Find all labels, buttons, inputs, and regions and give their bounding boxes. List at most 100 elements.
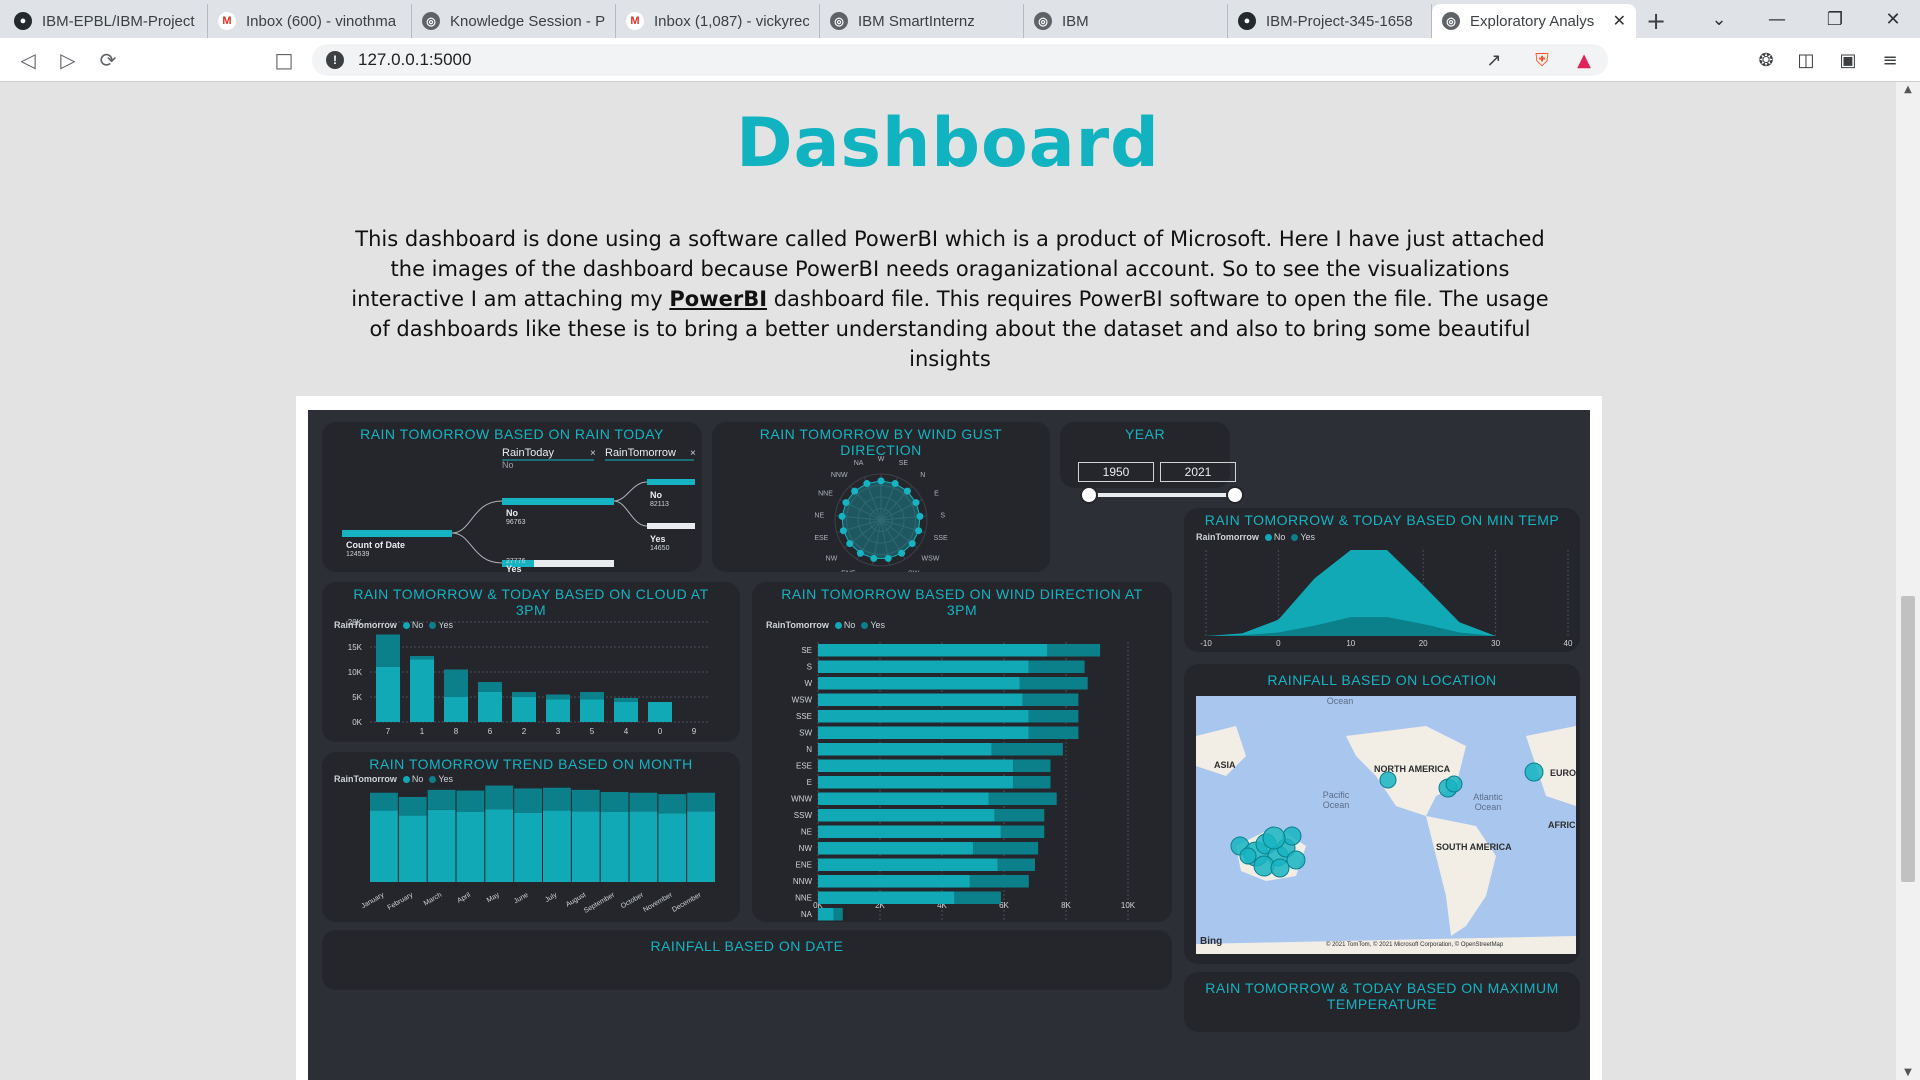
decomp-col1-close-icon[interactable]: ×: [590, 448, 596, 459]
mintemp-area-yes: [1206, 617, 1568, 636]
share-icon[interactable]: ↗: [1486, 49, 1502, 71]
url-input[interactable]: ! 127.0.0.1:5000: [312, 44, 1608, 76]
winddir-ytick: N: [806, 745, 812, 754]
year-slider-track[interactable]: [1088, 493, 1236, 497]
decomp-col2-close-icon[interactable]: ×: [690, 448, 696, 459]
tab-search-icon[interactable]: ⌄: [1711, 8, 1727, 30]
map-bubble: [1286, 850, 1306, 870]
mintemp-chart: -10 0 10 20 30 40: [1200, 550, 1573, 648]
globe-icon: ◎: [1034, 12, 1052, 30]
decomp-link-tyes: [613, 500, 648, 527]
site-info-icon[interactable]: !: [326, 51, 344, 69]
legend-no: No: [843, 620, 856, 630]
winddir-ytick: WSW: [792, 696, 813, 705]
legend-no: No: [411, 620, 424, 630]
back-icon[interactable]: ◁: [20, 48, 36, 72]
radar-label: SW: [908, 571, 920, 572]
map-credit: © 2021 TomTom, © 2021 Microsoft Corporat…: [1326, 942, 1504, 948]
winddir-bar-no: [818, 743, 992, 756]
winddir-ytick: ESE: [796, 762, 812, 771]
year-slider-handle-end[interactable]: [1226, 486, 1244, 504]
cloud-xtick: 7: [386, 727, 391, 736]
map-label-ocean: Ocean: [1326, 696, 1354, 706]
winddir-bar-yes: [1022, 693, 1079, 706]
winddir-bar-no: [818, 809, 995, 822]
radar-label: NE: [814, 512, 824, 519]
close-window-icon[interactable]: ✕: [1885, 8, 1901, 30]
month-chart: January February March April May June July Augu…: [360, 785, 715, 915]
map-bubble: [1262, 826, 1286, 850]
page-scrollbar[interactable]: ▲ ▼: [1896, 82, 1920, 1080]
cloud-bar-no: [546, 699, 570, 722]
month-xtick: September: [583, 891, 617, 915]
browser-tab[interactable]: ◎ IBM: [1024, 4, 1228, 38]
year-slicer-card: YEAR 1950 2021: [1060, 422, 1244, 504]
browser-tab[interactable]: ◎ Knowledge Session - P: [412, 4, 616, 38]
brave-shield-icon[interactable]: ⛨: [1535, 49, 1549, 71]
radar-label: ESE: [814, 535, 828, 542]
winddir-bar-yes: [973, 842, 1039, 855]
scroll-up-icon[interactable]: ▲: [1904, 84, 1912, 95]
browser-tab[interactable]: ◎ Exploratory Analys ✕: [1432, 4, 1636, 38]
cloud-bar-no: [478, 692, 502, 722]
browser-tab-label: IBM-EPBL/IBM-Project: [42, 12, 195, 30]
winddir-bar-yes: [997, 858, 1035, 871]
winddir-xtick: 10K: [1121, 901, 1136, 910]
cloud-xtick: 8: [454, 727, 459, 736]
powerbi-link[interactable]: PowerBI: [669, 287, 768, 311]
sidebar-icon[interactable]: ◫: [1797, 49, 1815, 71]
month-bar-no: [600, 812, 629, 882]
address-bar: ◁ ▷ ⟳ □ ! 127.0.0.1:5000 ↗ ⛨ ▲ ❂ ◫ ▣ ≡: [0, 38, 1920, 82]
restore-icon[interactable]: ❐: [1826, 8, 1844, 30]
month-xtick: April: [456, 891, 472, 904]
page-title: Dashboard: [736, 104, 1160, 183]
winddir-bar-no: [818, 825, 1001, 838]
forward-icon[interactable]: ▷: [60, 48, 76, 72]
new-tab-button[interactable]: +: [1645, 7, 1667, 35]
year-to-input[interactable]: 2021: [1160, 462, 1236, 482]
winddir-bar-yes: [988, 792, 1057, 805]
reload-icon[interactable]: ⟳: [99, 48, 117, 72]
mintemp-legend: RainTomorrow No Yes: [1196, 532, 1315, 542]
radar-label: S: [940, 512, 945, 519]
scrollbar-thumb[interactable]: [1901, 596, 1915, 882]
winddir-bar-no: [818, 660, 1029, 673]
year-slider-handle-start[interactable]: [1080, 486, 1098, 504]
month-xtick: March: [423, 892, 443, 908]
winddir-bar-yes: [994, 809, 1045, 822]
map-bubble: [1239, 847, 1257, 865]
brave-rewards-icon[interactable]: ▲: [1577, 49, 1591, 71]
decomp-tree: RainToday RainTomorrow × × No Count of D…: [342, 447, 696, 572]
browser-tab[interactable]: M Inbox (600) - vinothma: [208, 4, 412, 38]
winddir-bar-yes: [1019, 677, 1088, 690]
mintemp-xtick: 40: [1564, 639, 1573, 648]
bing-logo: Bing: [1200, 936, 1223, 947]
month-bar-no: [687, 811, 715, 882]
month-bar-yes: [687, 792, 715, 812]
dashboard-image-frame: RAIN TOMORROW BASED ON RAIN TODAY RainTo…: [296, 396, 1602, 1080]
decomp-tno-value: 82113: [650, 501, 669, 508]
winddir-bar-no: [818, 677, 1020, 690]
winddir-ytick: NW: [799, 844, 813, 853]
cloud-xtick: 3: [556, 727, 561, 736]
rainfall-map[interactable]: ASIA NORTH AMERICA SOUTH AMERICA EURO AF…: [1196, 696, 1576, 954]
wallet-icon[interactable]: ▣: [1839, 49, 1857, 71]
radar-label: E: [934, 490, 939, 497]
decomp-col1: RainToday: [502, 447, 554, 459]
scroll-down-icon[interactable]: ▼: [1904, 1067, 1912, 1078]
extensions-icon[interactable]: ❂: [1758, 49, 1774, 71]
month-bar-no: [629, 811, 658, 882]
legend-label: RainTomorrow: [766, 620, 829, 630]
browser-tab[interactable]: ● IBM-Project-345-1658: [1228, 4, 1432, 38]
browser-tab[interactable]: ◎ IBM SmartInternz: [820, 4, 1024, 38]
decomp-title: RAIN TOMORROW BASED ON RAIN TODAY: [360, 426, 664, 442]
browser-tab[interactable]: ● IBM-EPBL/IBM-Project: [4, 4, 208, 38]
browser-tab[interactable]: M Inbox (1,087) - vickyrec: [616, 4, 820, 38]
bookmark-icon[interactable]: □: [274, 48, 294, 72]
decomp-root-value: 124539: [346, 551, 369, 558]
menu-icon[interactable]: ≡: [1882, 49, 1898, 71]
year-from-input[interactable]: 1950: [1078, 462, 1154, 482]
radar-title: RAIN TOMORROW BY WIND GUST DIRECTION: [759, 426, 1003, 458]
close-tab-icon[interactable]: ✕: [1612, 13, 1626, 30]
minimize-icon[interactable]: —: [1768, 8, 1786, 30]
